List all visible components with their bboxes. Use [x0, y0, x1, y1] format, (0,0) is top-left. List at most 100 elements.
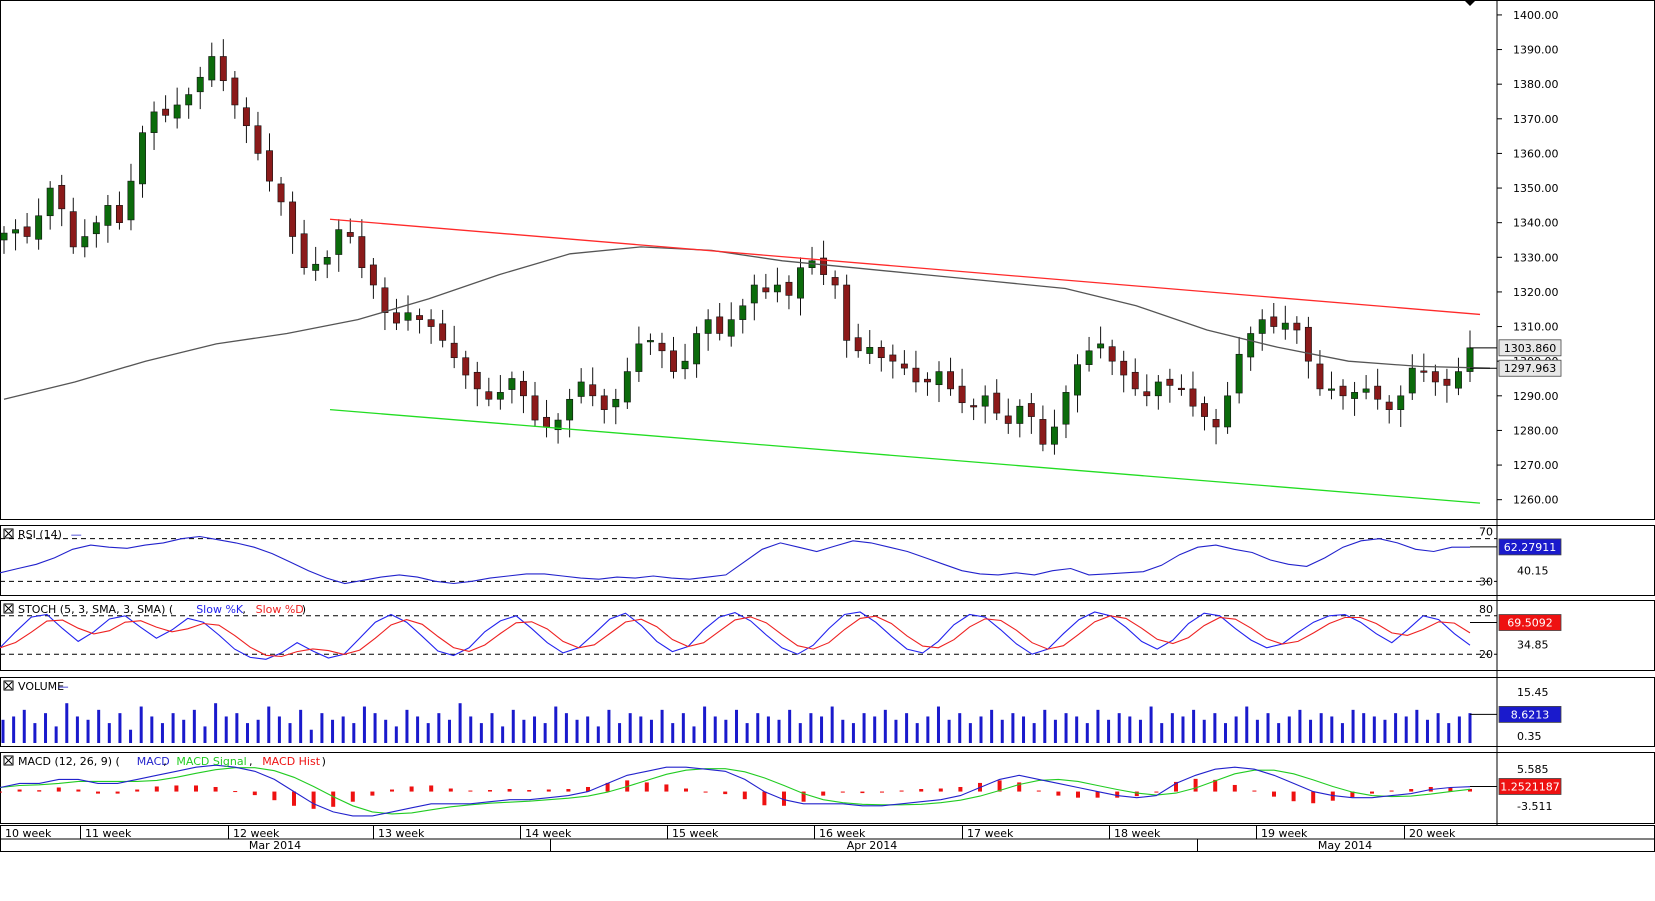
sma-value-badge-bg	[1498, 359, 1562, 377]
candle-body	[519, 380, 527, 397]
volume-bar	[86, 719, 90, 743]
macd-hist-bar	[331, 791, 336, 807]
volume-bar	[1404, 716, 1408, 743]
chart-menu-marker	[1464, 0, 1476, 6]
macd-hist-bar	[684, 788, 688, 792]
macd-title-part: MACD Signal	[176, 755, 246, 768]
macd-hist-bar	[762, 791, 767, 806]
volume-bar	[277, 716, 281, 743]
candle-body	[577, 381, 585, 397]
volume-bar	[1096, 709, 1100, 743]
volume-bar	[809, 713, 813, 743]
volume-bar	[22, 709, 26, 743]
macd-hist-bar	[880, 791, 884, 793]
macd-hist-bar	[703, 791, 708, 793]
volume-bar	[735, 709, 738, 743]
volume-bar	[288, 723, 292, 743]
volume-bar	[1192, 709, 1196, 743]
candle-body	[623, 371, 631, 403]
candle-body	[1016, 405, 1024, 424]
volume-bar	[405, 709, 409, 743]
candle-body	[35, 215, 43, 240]
candle-body	[1408, 367, 1416, 394]
volume-bar	[575, 719, 579, 743]
volume-bar	[299, 709, 303, 743]
week-label: 18 week	[1114, 827, 1161, 840]
candle-body	[1143, 391, 1151, 397]
macd-hist-bar	[1311, 791, 1316, 804]
macd-hist-bar	[194, 785, 198, 792]
volume-bar	[586, 716, 590, 743]
candle-body	[889, 354, 897, 362]
volume-bar	[1213, 713, 1217, 743]
volume-bar	[788, 709, 792, 743]
week-label: 10 week	[5, 827, 52, 840]
macd-hist-bar	[1076, 791, 1080, 798]
candle-body	[266, 150, 273, 182]
stoch-title-part: STOCH (5, 3, SMA, 3, SMA) (	[18, 603, 173, 616]
volume-bar	[75, 716, 79, 743]
candle-body	[1085, 350, 1093, 365]
candle-body	[173, 104, 181, 119]
macd-hist-bar	[644, 782, 649, 792]
volume-bar	[1032, 723, 1036, 743]
macd-hist-bar	[782, 791, 786, 806]
macd-hist-bar	[566, 789, 571, 792]
price-tick-label: 1320.00	[1513, 286, 1559, 299]
volume-bar	[118, 713, 122, 743]
volume-bar	[915, 723, 919, 743]
volume-bar	[309, 729, 313, 743]
macd-hist-bar	[56, 787, 61, 792]
candle-body	[1270, 316, 1278, 327]
volume-bar	[1202, 719, 1206, 743]
volume-bar	[12, 716, 16, 743]
candle-body	[289, 201, 297, 237]
candle-body	[1258, 319, 1266, 334]
candle-body	[1074, 364, 1081, 396]
candle-body	[150, 111, 158, 133]
macd-hist-bar	[507, 789, 512, 792]
week-label: 12 week	[233, 827, 280, 840]
candle-body	[1397, 395, 1405, 410]
macd-hist-bar	[1036, 790, 1041, 792]
candle-body	[704, 319, 712, 334]
candle-body	[900, 363, 908, 369]
candle-body	[970, 405, 978, 408]
macd-hist-bar	[390, 789, 394, 792]
volume-bar	[745, 723, 749, 743]
candle-body	[1281, 322, 1289, 330]
candle-body	[312, 263, 320, 271]
volume-bar	[1362, 713, 1366, 743]
volume-tick-label: 15.45	[1517, 686, 1549, 699]
volume-bar	[1425, 719, 1429, 743]
candle-body	[785, 281, 793, 296]
candle-body	[1443, 378, 1451, 386]
candle-body	[335, 229, 343, 255]
candle-body	[346, 232, 354, 237]
rsi-value-badge: 62.27911	[1504, 541, 1557, 554]
macd-hist-bar	[1134, 791, 1139, 797]
candle-body	[508, 378, 516, 390]
candle-body	[1362, 388, 1370, 393]
candle-body	[1189, 388, 1197, 407]
volume-bar	[756, 713, 760, 743]
macd-hist-bar	[1389, 790, 1394, 792]
candle-body	[681, 360, 689, 370]
candle-body	[92, 222, 100, 235]
volume-bar	[798, 723, 802, 743]
volume-bar	[1107, 719, 1111, 743]
volume-bar	[766, 716, 770, 743]
stoch-title-part: ,	[242, 603, 246, 616]
macd-hist-bar	[723, 791, 728, 795]
volume-bar	[554, 706, 558, 743]
stoch-title-part: )	[302, 603, 306, 616]
volume-title-part: VOLUME	[18, 680, 64, 693]
macd-hist-bar	[370, 791, 375, 796]
candle-body	[208, 56, 216, 81]
volume-bar	[107, 723, 111, 743]
volume-bar	[703, 706, 707, 743]
month-label: May 2014	[1318, 839, 1372, 852]
price-tick-label: 1280.00	[1513, 424, 1559, 437]
macd-hist-bar	[311, 791, 316, 809]
volume-bar	[1351, 709, 1355, 743]
